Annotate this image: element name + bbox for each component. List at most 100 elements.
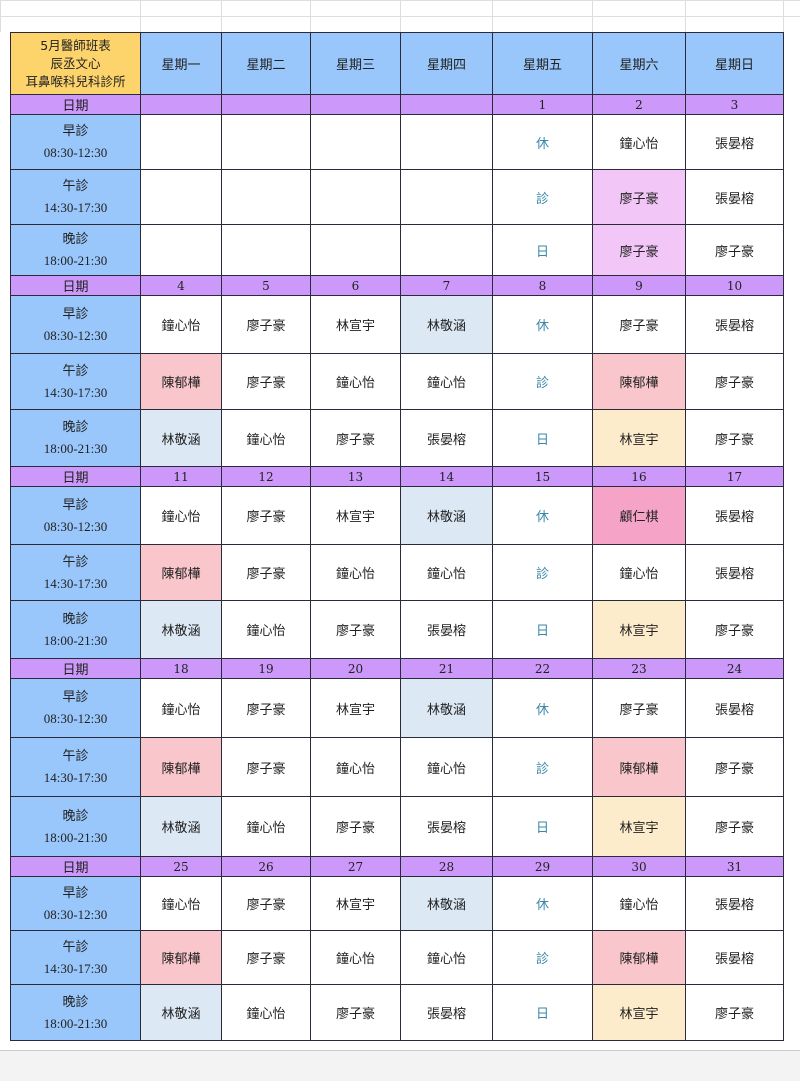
doctor-cell[interactable] bbox=[400, 224, 493, 276]
shift-label[interactable]: 晚診 18:00-21:30 bbox=[10, 796, 141, 857]
date-cell[interactable]: 27 bbox=[310, 856, 401, 877]
doctor-cell[interactable] bbox=[140, 169, 222, 225]
shift-label[interactable]: 午診 14:30-17:30 bbox=[10, 544, 141, 601]
shift-label[interactable]: 晚診 18:00-21:30 bbox=[10, 600, 141, 659]
date-cell[interactable]: 20 bbox=[310, 658, 401, 679]
date-cell[interactable]: 10 bbox=[685, 275, 784, 296]
doctor-cell[interactable]: 廖子豪 bbox=[310, 600, 401, 659]
doctor-cell[interactable]: 顧仁棋 bbox=[592, 486, 686, 545]
date-cell[interactable]: 18 bbox=[140, 658, 222, 679]
closed-marker[interactable]: 診 bbox=[492, 930, 593, 985]
date-cell[interactable]: 3 bbox=[685, 94, 784, 115]
doctor-cell[interactable]: 林宣宇 bbox=[592, 984, 686, 1041]
doctor-cell[interactable]: 陳郁樺 bbox=[140, 544, 222, 601]
doctor-cell[interactable]: 張晏榕 bbox=[400, 796, 493, 857]
doctor-cell[interactable]: 廖子豪 bbox=[685, 353, 784, 410]
weekday-header[interactable]: 星期一 bbox=[140, 32, 222, 95]
doctor-cell[interactable]: 陳郁樺 bbox=[592, 737, 686, 797]
shift-label[interactable]: 早診 08:30-12:30 bbox=[10, 114, 141, 170]
doctor-cell[interactable]: 林宣宇 bbox=[592, 796, 686, 857]
closed-marker[interactable]: 日 bbox=[492, 409, 593, 467]
doctor-cell[interactable]: 張晏榕 bbox=[685, 678, 784, 738]
doctor-cell[interactable]: 林宣宇 bbox=[592, 409, 686, 467]
doctor-cell[interactable]: 張晏榕 bbox=[400, 984, 493, 1041]
weekday-header[interactable]: 星期三 bbox=[310, 32, 401, 95]
date-cell[interactable]: 2 bbox=[592, 94, 686, 115]
date-cell[interactable]: 31 bbox=[685, 856, 784, 877]
doctor-cell[interactable]: 廖子豪 bbox=[592, 169, 686, 225]
doctor-cell[interactable]: 廖子豪 bbox=[221, 544, 311, 601]
closed-marker[interactable]: 日 bbox=[492, 600, 593, 659]
date-cell[interactable]: 5 bbox=[221, 275, 311, 296]
date-label[interactable]: 日期 bbox=[10, 466, 141, 487]
date-cell[interactable]: 29 bbox=[492, 856, 593, 877]
doctor-cell[interactable]: 鐘心怡 bbox=[400, 930, 493, 985]
doctor-cell[interactable]: 林敬涵 bbox=[140, 984, 222, 1041]
doctor-cell[interactable]: 陳郁樺 bbox=[592, 353, 686, 410]
date-cell[interactable]: 16 bbox=[592, 466, 686, 487]
doctor-cell[interactable] bbox=[400, 114, 493, 170]
doctor-cell[interactable]: 鐘心怡 bbox=[221, 796, 311, 857]
date-cell[interactable]: 26 bbox=[221, 856, 311, 877]
doctor-cell[interactable]: 廖子豪 bbox=[221, 737, 311, 797]
doctor-cell[interactable]: 廖子豪 bbox=[685, 737, 784, 797]
doctor-cell[interactable]: 張晏榕 bbox=[400, 600, 493, 659]
doctor-cell[interactable] bbox=[310, 114, 401, 170]
closed-marker[interactable]: 日 bbox=[492, 796, 593, 857]
weekday-header[interactable]: 星期二 bbox=[221, 32, 311, 95]
doctor-cell[interactable]: 鐘心怡 bbox=[592, 544, 686, 601]
doctor-cell[interactable]: 張晏榕 bbox=[685, 486, 784, 545]
shift-label[interactable]: 早診 08:30-12:30 bbox=[10, 876, 141, 931]
doctor-cell[interactable]: 林敬涵 bbox=[140, 409, 222, 467]
date-cell[interactable]: 14 bbox=[400, 466, 493, 487]
weekday-header[interactable]: 星期四 bbox=[400, 32, 493, 95]
doctor-cell[interactable]: 張晏榕 bbox=[685, 169, 784, 225]
doctor-cell[interactable]: 張晏榕 bbox=[685, 876, 784, 931]
date-cell[interactable]: 30 bbox=[592, 856, 686, 877]
closed-marker[interactable]: 診 bbox=[492, 169, 593, 225]
doctor-cell[interactable] bbox=[310, 224, 401, 276]
date-cell[interactable]: 4 bbox=[140, 275, 222, 296]
date-cell[interactable]: 25 bbox=[140, 856, 222, 877]
closed-marker[interactable]: 休 bbox=[492, 114, 593, 170]
doctor-cell[interactable]: 廖子豪 bbox=[685, 600, 784, 659]
doctor-cell[interactable]: 廖子豪 bbox=[221, 930, 311, 985]
doctor-cell[interactable]: 張晏榕 bbox=[400, 409, 493, 467]
date-label[interactable]: 日期 bbox=[10, 856, 141, 877]
doctor-cell[interactable]: 張晏榕 bbox=[685, 544, 784, 601]
weekday-header[interactable]: 星期日 bbox=[685, 32, 784, 95]
doctor-cell[interactable]: 廖子豪 bbox=[685, 409, 784, 467]
schedule-title[interactable]: 5月醫師班表 辰丞文心 耳鼻喉科兒科診所 bbox=[10, 32, 141, 95]
date-cell[interactable]: 8 bbox=[492, 275, 593, 296]
doctor-cell[interactable]: 林宣宇 bbox=[310, 486, 401, 545]
doctor-cell[interactable]: 鐘心怡 bbox=[221, 600, 311, 659]
doctor-cell[interactable]: 鐘心怡 bbox=[140, 876, 222, 931]
date-cell[interactable]: 12 bbox=[221, 466, 311, 487]
date-cell[interactable]: 7 bbox=[400, 275, 493, 296]
date-cell[interactable]: 19 bbox=[221, 658, 311, 679]
doctor-cell[interactable]: 廖子豪 bbox=[685, 984, 784, 1041]
doctor-cell[interactable]: 鐘心怡 bbox=[310, 353, 401, 410]
doctor-cell[interactable]: 鐘心怡 bbox=[592, 876, 686, 931]
date-cell[interactable]: 17 bbox=[685, 466, 784, 487]
date-label[interactable]: 日期 bbox=[10, 275, 141, 296]
weekday-header[interactable]: 星期六 bbox=[592, 32, 686, 95]
doctor-cell[interactable]: 廖子豪 bbox=[310, 984, 401, 1041]
closed-marker[interactable]: 診 bbox=[492, 737, 593, 797]
doctor-cell[interactable] bbox=[310, 169, 401, 225]
doctor-cell[interactable]: 陳郁樺 bbox=[140, 737, 222, 797]
shift-label[interactable]: 晚診 18:00-21:30 bbox=[10, 224, 141, 276]
doctor-cell[interactable]: 鐘心怡 bbox=[592, 114, 686, 170]
doctor-cell[interactable] bbox=[221, 114, 311, 170]
doctor-cell[interactable]: 林敬涵 bbox=[140, 796, 222, 857]
doctor-cell[interactable] bbox=[221, 224, 311, 276]
date-cell[interactable]: 24 bbox=[685, 658, 784, 679]
doctor-cell[interactable]: 林宣宇 bbox=[310, 876, 401, 931]
doctor-cell[interactable] bbox=[140, 224, 222, 276]
doctor-cell[interactable]: 廖子豪 bbox=[685, 224, 784, 276]
doctor-cell[interactable]: 鐘心怡 bbox=[221, 984, 311, 1041]
closed-marker[interactable]: 日 bbox=[492, 984, 593, 1041]
doctor-cell[interactable]: 林敬涵 bbox=[140, 600, 222, 659]
doctor-cell[interactable]: 陳郁樺 bbox=[140, 930, 222, 985]
doctor-cell[interactable]: 廖子豪 bbox=[221, 353, 311, 410]
